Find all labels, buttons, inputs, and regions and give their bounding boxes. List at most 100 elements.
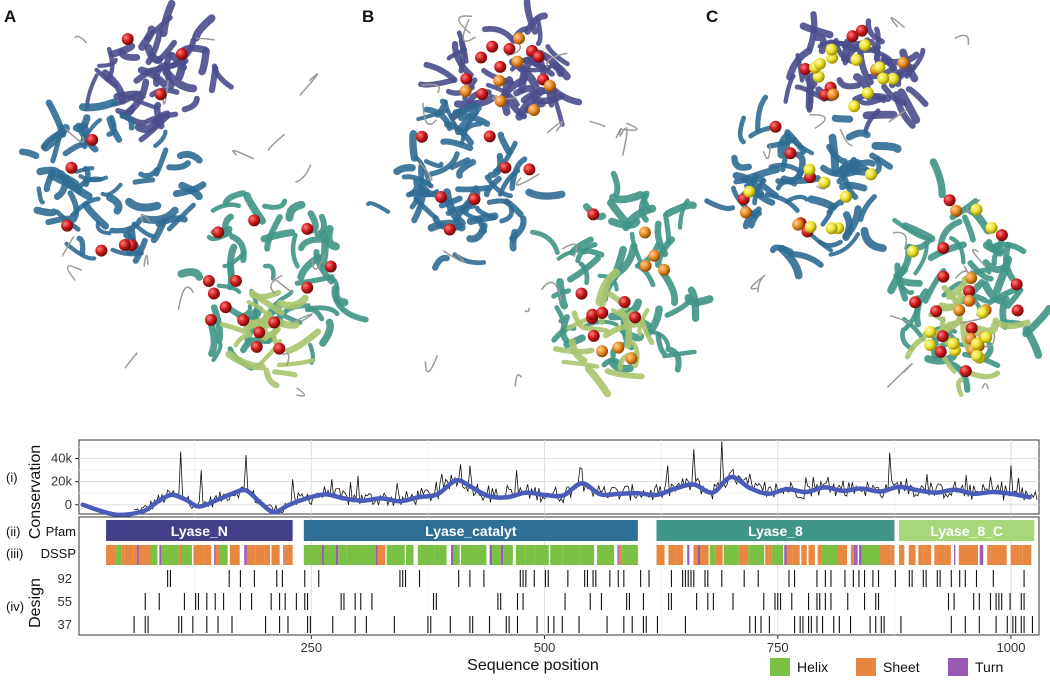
additional-residue-sphere — [839, 190, 852, 203]
ribbon-segment — [654, 220, 669, 258]
conserved-residue-sphere — [95, 244, 108, 257]
ribbon-segment — [949, 235, 966, 265]
loop-segment — [965, 198, 981, 214]
ribbon-segment — [298, 236, 329, 252]
ribbon-segment — [608, 217, 641, 229]
conserved-residue-sphere — [175, 48, 188, 61]
ribbon-segment — [986, 286, 1019, 306]
ribbon-segment — [617, 308, 633, 349]
conserved-residue-sphere — [575, 287, 588, 300]
designed-residue-sphere — [511, 55, 524, 68]
conserved-residue-sphere — [618, 296, 631, 309]
ribbon-segment — [595, 268, 621, 307]
dssp-segment — [193, 545, 204, 565]
ribbon-segment — [828, 133, 840, 177]
ribbon-segment — [905, 86, 929, 107]
ribbon-segment — [852, 73, 871, 91]
ribbon-segment — [981, 280, 1006, 305]
dssp-segment — [676, 545, 684, 565]
ribbon-segment — [578, 261, 590, 286]
dssp-segment — [181, 545, 192, 565]
ribbon-segment — [261, 198, 288, 210]
ribbon-segment — [687, 286, 700, 322]
ribbon-segment — [319, 230, 329, 268]
ribbon-segment — [401, 174, 434, 189]
ribbon-segment — [78, 176, 103, 189]
ribbon-segment — [455, 185, 491, 193]
ribbon-segment — [778, 245, 803, 280]
additional-residue-sphere — [803, 163, 816, 176]
additional-residue-sphere — [804, 220, 817, 233]
ribbon-segment — [513, 85, 535, 97]
dssp-segment — [244, 545, 247, 565]
conserved-residue-sphere — [65, 161, 78, 174]
dssp-segment — [990, 545, 997, 565]
design-row-label-92: 92 — [58, 571, 72, 586]
dssp-segment — [178, 545, 182, 565]
loop-segment — [291, 313, 313, 324]
loop-segment — [886, 362, 913, 388]
conservation-axis-title: Conservation — [27, 445, 44, 539]
additional-residue-sphere — [813, 57, 826, 70]
designed-residue-sphere — [639, 259, 652, 272]
conserved-residue-sphere — [212, 226, 225, 239]
additional-residue-sphere — [864, 168, 877, 181]
dssp-segment — [765, 545, 769, 565]
designed-residue-sphere — [953, 304, 966, 317]
ribbon-segment — [481, 67, 515, 86]
ribbon-segment — [132, 177, 156, 185]
ribbon-segment — [836, 77, 862, 90]
dssp-segment — [525, 545, 535, 565]
dssp-row-label: DSSP — [41, 546, 76, 561]
conserved-residue-sphere — [494, 60, 507, 73]
loop-segment — [162, 80, 169, 105]
designed-residue-sphere — [950, 204, 963, 217]
conserved-residue-sphere — [769, 120, 782, 133]
dssp-segment — [264, 545, 271, 565]
loop-segment — [889, 314, 911, 324]
pfam-roman-label: (ii) — [6, 524, 20, 539]
conserved-residue-sphere — [219, 301, 232, 314]
ribbon-segment — [405, 178, 420, 198]
ribbon-segment — [314, 213, 328, 238]
additional-residue-sphere — [985, 221, 998, 234]
dssp-segment — [303, 545, 311, 565]
pfam-domain-bar — [303, 520, 638, 541]
ribbon-segment — [456, 30, 469, 64]
additional-residue-sphere — [825, 43, 838, 56]
conserved-residue-sphere — [250, 340, 263, 353]
dssp-segment — [693, 545, 698, 565]
ribbon-segment — [817, 239, 843, 248]
loop-segment — [270, 274, 283, 294]
ribbon-segment — [803, 72, 814, 113]
ribbon-segment — [423, 106, 453, 132]
ribbon-segment — [549, 85, 583, 106]
pfam-domain-label: Lyase_N — [171, 523, 228, 539]
conserved-residue-sphere — [995, 229, 1008, 242]
ribbon-segment — [826, 199, 844, 215]
x-tick-label: 500 — [534, 640, 556, 655]
conserved-residue-sphere — [937, 242, 950, 255]
ribbon-segment — [440, 138, 474, 152]
ribbon-segment — [449, 157, 471, 171]
dssp-segment — [472, 545, 487, 565]
dssp-segment — [958, 545, 969, 565]
ribbon-segment — [272, 369, 298, 378]
conserved-residue-sphere — [483, 130, 496, 143]
conserved-residue-sphere — [855, 24, 868, 37]
loop-segment — [232, 149, 255, 160]
ribbon-segment — [610, 170, 621, 198]
additional-residue-sphere — [818, 176, 831, 189]
dssp-segment — [937, 545, 945, 565]
dssp-segment — [503, 545, 513, 565]
dssp-segment — [124, 545, 134, 565]
ribbon-segment — [423, 159, 444, 169]
ribbon-segment — [240, 336, 269, 354]
x-tick-label: 750 — [767, 640, 789, 655]
dssp-segment — [500, 545, 504, 565]
designed-residue-sphere — [625, 352, 638, 365]
conserved-residue-sphere — [229, 274, 242, 287]
dssp-segment — [346, 545, 364, 565]
conserved-residue-sphere — [121, 33, 134, 46]
ribbon-segment — [639, 316, 655, 346]
